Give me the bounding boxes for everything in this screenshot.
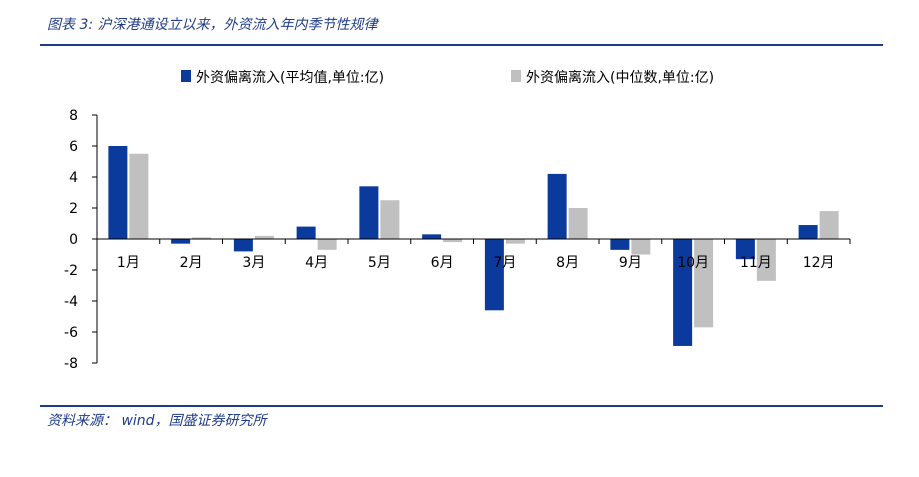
y-tick-label: 2 <box>69 201 78 217</box>
legend-swatch-mean <box>181 70 191 82</box>
bar-median <box>694 239 714 328</box>
y-tick-label: 0 <box>69 232 78 248</box>
bar-median <box>505 239 525 244</box>
bar-mean <box>735 239 755 260</box>
x-tick-label: 9月 <box>619 255 642 271</box>
x-tick-label: 3月 <box>242 255 265 271</box>
bar-mean <box>484 239 504 311</box>
bar-mean <box>108 146 128 239</box>
x-tick-label: 5月 <box>368 255 391 271</box>
x-tick-label: 8月 <box>556 255 579 271</box>
plot-area: 8 6 4 2 0 -2 -4 -6 -8 1月 2月 3月 4月 5月 6月 7月 8月 9月 10月 11月 12月 <box>64 108 851 372</box>
bar-median <box>192 237 212 239</box>
x-tick-label: 2月 <box>180 255 203 271</box>
bar-median <box>819 211 839 239</box>
bar-mean <box>359 186 379 239</box>
legend-label-mean: 外资偏离流入(平均值,单位:亿) <box>196 69 384 86</box>
chart-legend: 外资偏离流入(平均值,单位:亿) 外资偏离流入(中位数,单位:亿) <box>181 69 714 86</box>
bar-mean <box>547 173 567 239</box>
bar-mean <box>171 239 191 244</box>
bar-mean <box>422 234 442 239</box>
bar-mean <box>296 226 316 239</box>
bar-mean <box>673 239 693 346</box>
x-tick-label: 6月 <box>431 255 454 271</box>
y-tick-label: 6 <box>69 139 78 155</box>
y-tick-label: -2 <box>64 263 78 279</box>
source-note: 资料来源： wind，国盛证券研究所 <box>47 413 267 429</box>
bar-median <box>631 239 651 255</box>
bar-median <box>756 239 776 281</box>
x-tick-label: 7月 <box>493 255 516 271</box>
x-tick-label: 11月 <box>740 255 772 271</box>
bar-mean <box>610 239 630 250</box>
bar-median <box>254 235 274 239</box>
x-tick-label: 1月 <box>117 255 140 271</box>
x-tick-label: 10月 <box>677 255 709 271</box>
bar-median <box>443 239 463 243</box>
y-tick-label: -6 <box>64 325 78 341</box>
bar-median <box>380 200 400 239</box>
top-divider <box>40 44 883 46</box>
bar-mean <box>233 239 253 252</box>
y-tick-label: -4 <box>64 294 78 310</box>
x-tick-label: 12月 <box>803 255 835 271</box>
bar-median <box>129 153 149 239</box>
bottom-divider <box>40 405 883 407</box>
bar-median <box>568 208 588 239</box>
y-tick-label: 4 <box>69 170 78 186</box>
legend-label-median: 外资偏离流入(中位数,单位:亿) <box>526 69 714 86</box>
y-tick-label: -8 <box>64 356 78 372</box>
bar-median <box>317 239 337 250</box>
legend-swatch-median <box>511 70 521 82</box>
y-tick-label: 8 <box>69 108 78 124</box>
bar-mean <box>798 225 818 239</box>
x-tick-label: 4月 <box>305 255 328 271</box>
figure-title: 图表 3: 沪深港通设立以来，外资流入年内季节性规律 <box>47 17 378 33</box>
